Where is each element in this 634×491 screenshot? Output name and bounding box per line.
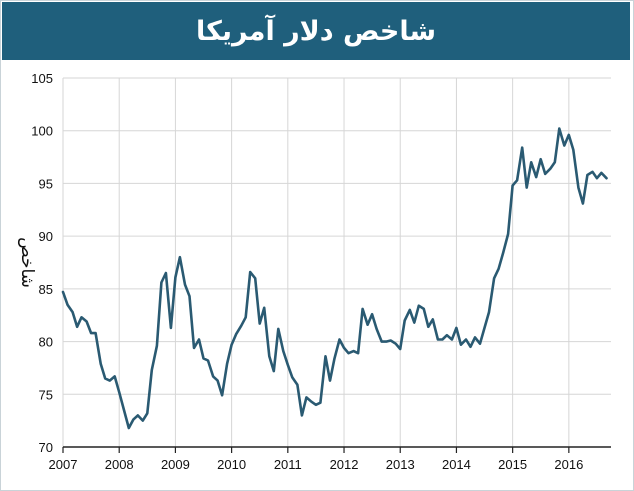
x-tick-label: 2011 [274, 457, 302, 472]
y-tick-label: 75 [39, 387, 53, 402]
x-tick-label: 2015 [498, 457, 527, 472]
y-tick-label: 85 [39, 282, 53, 297]
x-tick-label: 2008 [105, 457, 134, 472]
chart-title: شاخص دلار آمریکا [195, 15, 437, 47]
y-tick-label: 105 [31, 71, 53, 86]
y-axis-label: شاخص [17, 237, 37, 288]
x-tick-label: 2010 [217, 457, 246, 472]
y-tick-label: 70 [39, 440, 53, 455]
grid-lines [62, 77, 611, 448]
y-tick-label: 80 [39, 335, 53, 350]
x-tick-label: 2013 [386, 457, 415, 472]
x-tick-label: 2012 [330, 457, 359, 472]
x-axis-ticks: 2007 2008 2009 2010 2011 2012 2013 2014 2015 2016 [49, 447, 583, 472]
x-tick-label: 2007 [49, 457, 78, 472]
x-tick-label: 2009 [161, 457, 190, 472]
x-tick-label: 2014 [442, 457, 471, 472]
x-tick-label: 2016 [554, 457, 583, 472]
series-line [61, 127, 608, 430]
y-tick-label: 90 [39, 229, 53, 244]
y-tick-label: 100 [31, 124, 53, 139]
chart-title-bar: شاخص دلار آمریکا [2, 2, 630, 60]
y-axis-ticks: 70 75 80 85 90 95 100 105 [31, 71, 53, 455]
y-tick-label: 95 [39, 176, 53, 191]
